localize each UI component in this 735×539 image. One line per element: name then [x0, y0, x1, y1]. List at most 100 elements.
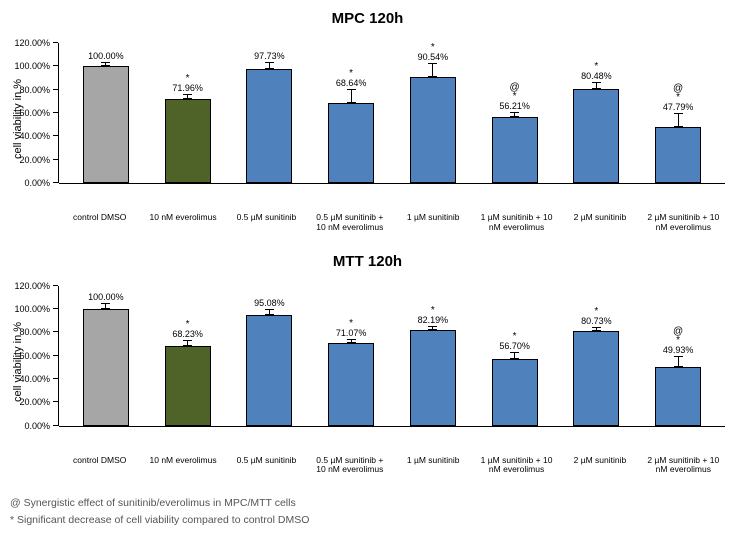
error-bar: [351, 89, 352, 103]
footnote-line: @ Synergistic effect of sunitinib/everol…: [10, 495, 725, 512]
star-annotation: *: [431, 43, 435, 52]
y-tick-label: 80.00%: [19, 327, 50, 337]
x-label: 10 nM everolimus: [147, 456, 219, 476]
y-tick: [53, 112, 58, 113]
error-bar: [432, 326, 433, 330]
bar-group: 100.00%: [76, 33, 136, 183]
error-bar: [596, 327, 597, 332]
bar-group: 97.73%: [239, 33, 299, 183]
bar: [573, 331, 619, 425]
value-label: 56.21%: [499, 101, 530, 111]
chart-area: 0.00%20.00%40.00%60.00%80.00%100.00%120.…: [10, 31, 725, 211]
y-tick: [53, 159, 58, 160]
bar-group: *68.64%: [321, 60, 381, 183]
bar: [492, 359, 538, 425]
bar-group: *80.48%: [566, 53, 626, 183]
error-bar: [269, 62, 270, 69]
error-bar: [105, 303, 106, 309]
star-annotation: *: [676, 93, 680, 102]
bar: [410, 77, 456, 183]
bar-group: 95.08%: [239, 280, 299, 426]
star-annotation: *: [513, 332, 517, 341]
y-tick: [53, 401, 58, 402]
chart-panel: MTT 120h0.00%20.00%40.00%60.00%80.00%100…: [10, 253, 725, 476]
y-tick-label: 100.00%: [14, 304, 50, 314]
bar-group: *90.54%: [403, 34, 463, 183]
bar: [246, 69, 292, 183]
error-bar: [678, 113, 679, 127]
y-axis-label: cell viability in %: [12, 321, 24, 401]
x-label: control DMSO: [64, 456, 136, 476]
x-label: 0.5 µM sunitinib: [230, 456, 302, 476]
x-label: 2 µM sunitinib: [564, 456, 636, 476]
footnote-line: * Significant decrease of cell viability…: [10, 512, 725, 529]
x-label: 2 µM sunitinib: [564, 213, 636, 233]
y-tick-label: 0.00%: [24, 421, 50, 431]
value-label: 68.64%: [336, 78, 367, 88]
y-tick-label: 40.00%: [19, 374, 50, 384]
plot-area: 100.00%*71.96%97.73%*68.64%*90.54%@*56.2…: [59, 43, 725, 184]
bar-group: *56.70%: [485, 323, 545, 425]
y-tick-label: 20.00%: [19, 155, 50, 165]
bar: [492, 117, 538, 183]
value-label: 71.96%: [172, 83, 203, 93]
error-bar: [187, 340, 188, 346]
y-tick: [53, 285, 58, 286]
y-tick: [53, 89, 58, 90]
y-tick-label: 20.00%: [19, 397, 50, 407]
x-label: 1 µM sunitinib: [397, 213, 469, 233]
value-label: 68.23%: [172, 329, 203, 339]
star-annotation: *: [431, 306, 435, 315]
x-label: 10 nM everolimus: [147, 213, 219, 233]
y-tick: [53, 355, 58, 356]
error-bar: [269, 309, 270, 315]
y-axis: 0.00%20.00%40.00%60.00%80.00%100.00%120.…: [10, 43, 59, 183]
chart-area: 0.00%20.00%40.00%60.00%80.00%100.00%120.…: [10, 274, 725, 454]
star-annotation: *: [349, 69, 353, 78]
x-label: 1 µM sunitinib + 10 nM everolimus: [481, 456, 553, 476]
bar-group: @*49.93%: [648, 327, 708, 426]
value-label: 56.70%: [499, 341, 530, 351]
bar: [328, 103, 374, 183]
x-label: 0.5 µM sunitinib + 10 nM everolimus: [314, 213, 386, 233]
y-tick: [53, 378, 58, 379]
bar-group: *80.73%: [566, 298, 626, 426]
x-label: control DMSO: [64, 213, 136, 233]
value-label: 47.79%: [663, 102, 694, 112]
y-tick-label: 120.00%: [14, 281, 50, 291]
bar: [83, 66, 129, 183]
error-bar: [351, 339, 352, 343]
value-label: 82.19%: [418, 315, 449, 325]
y-tick: [53, 331, 58, 332]
y-tick: [53, 308, 58, 309]
star-annotation: *: [349, 319, 353, 328]
x-label: 0.5 µM sunitinib + 10 nM everolimus: [314, 456, 386, 476]
y-tick: [53, 65, 58, 66]
star-annotation: *: [594, 62, 598, 71]
bar: [328, 343, 374, 426]
x-label: 1 µM sunitinib + 10 nM everolimus: [481, 213, 553, 233]
bar-group: *68.23%: [158, 311, 218, 425]
chart-title: MTT 120h: [10, 253, 725, 270]
y-tick-label: 60.00%: [19, 108, 50, 118]
x-labels-row: control DMSO 10 nM everolimus 0.5 µM sunit…: [10, 213, 725, 233]
bar-group: @*56.21%: [485, 83, 545, 183]
error-bar: [514, 112, 515, 118]
chart-panel: MPC 120h0.00%20.00%40.00%60.00%80.00%100…: [10, 10, 725, 233]
value-label: 100.00%: [88, 51, 124, 61]
star-annotation: *: [186, 74, 190, 83]
x-label: 1 µM sunitinib: [397, 456, 469, 476]
value-label: 80.73%: [581, 316, 612, 326]
error-bar: [187, 94, 188, 99]
value-label: 49.93%: [663, 345, 694, 355]
plot-area: 100.00%*68.23%95.08%*71.07%*82.19%*56.70…: [59, 286, 725, 427]
value-label: 90.54%: [418, 52, 449, 62]
bar: [165, 346, 211, 426]
bar: [410, 330, 456, 426]
bar: [165, 99, 211, 183]
x-label: 0.5 µM sunitinib: [230, 213, 302, 233]
x-label: 2 µM sunitinib + 10 nM everolimus: [647, 456, 719, 476]
bar-group: *82.19%: [403, 297, 463, 425]
star-annotation: *: [676, 336, 680, 345]
y-tick-label: 100.00%: [14, 61, 50, 71]
